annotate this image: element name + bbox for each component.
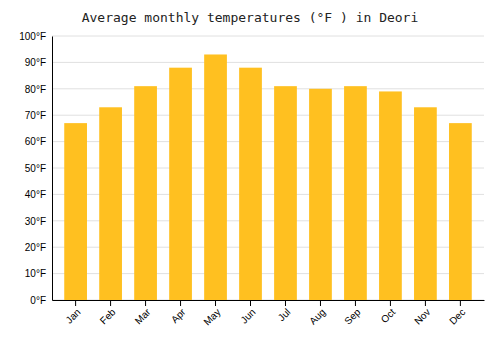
y-tick: 60°F: [25, 136, 52, 147]
plot: 0°F 10°F 20°F 30°F 40°F 50°F 60°F 70°F 80°F 90°F 1…: [19, 31, 484, 328]
y-tick: 0°F: [30, 295, 52, 306]
y-tick-label: 100°F: [19, 31, 46, 42]
bars: [64, 54, 472, 300]
bar: [449, 123, 472, 300]
y-tick: 10°F: [25, 268, 52, 279]
y-tick-label: 70°F: [25, 110, 46, 121]
y-tick: 80°F: [25, 84, 52, 95]
x-tick-mark: [215, 300, 216, 306]
x-tick: Sep: [342, 300, 363, 327]
x-tick-label: Apr: [169, 306, 188, 325]
x-tick-label: Jun: [238, 306, 257, 325]
x-tick: Jan: [64, 300, 83, 326]
title: Average monthly temperatures (°F ) in De…: [82, 10, 419, 25]
bar: [64, 123, 87, 300]
bar: [134, 86, 157, 300]
y-tick-label: 10°F: [25, 268, 46, 279]
x-tick-label: May: [201, 306, 222, 327]
bar: [414, 107, 437, 300]
x-tick-label: Oct: [379, 306, 398, 325]
y-tick-label: 90°F: [25, 57, 46, 68]
x-tick-mark: [250, 300, 251, 306]
grid: [52, 36, 484, 300]
y-tick: 30°F: [25, 216, 52, 227]
y-axis: 0°F 10°F 20°F 30°F 40°F 50°F 60°F 70°F 80°F 90°F 1…: [19, 31, 52, 306]
x-tick: Oct: [379, 300, 398, 325]
x-tick-label: Mar: [133, 306, 153, 326]
bar: [239, 68, 262, 300]
x-tick: Mar: [133, 300, 153, 326]
x-tick: Dec: [447, 300, 467, 327]
y-tick: 20°F: [25, 242, 52, 253]
y-tick: 40°F: [25, 189, 52, 200]
bar: [204, 54, 227, 300]
bar: [99, 107, 122, 300]
x-tick-mark: [390, 300, 391, 306]
bar: [309, 89, 332, 300]
x-tick: Apr: [169, 300, 188, 325]
x-tick: May: [201, 300, 222, 328]
y-tick-label: 30°F: [25, 216, 46, 227]
bar: [274, 86, 297, 300]
x-tick-label: Dec: [447, 306, 467, 326]
chart-svg: 0°F 10°F 20°F 30°F 40°F 50°F 60°F 70°F 80°F 90°F 1…: [0, 0, 500, 350]
x-tick-mark: [180, 300, 181, 306]
x-axis: Jan Feb Mar Apr May Jun Jul Aug Sep Oct Nov Dec: [53, 300, 485, 328]
y-tick-label: 40°F: [25, 189, 46, 200]
y-tick: 90°F: [25, 57, 52, 68]
x-tick-mark: [110, 300, 111, 306]
y-tick-label: 0°F: [30, 295, 46, 306]
x-tick-label: Sep: [342, 306, 363, 327]
x-tick-mark: [75, 300, 76, 306]
y-tick-label: 80°F: [25, 84, 46, 95]
x-tick: Aug: [307, 300, 327, 327]
x-tick-label: Aug: [307, 306, 327, 326]
x-tick-mark: [355, 300, 356, 306]
x-tick-mark: [460, 300, 461, 306]
y-axis-line: [52, 37, 53, 301]
y-tick-label: 20°F: [25, 242, 46, 253]
x-tick-label: Jul: [276, 306, 293, 323]
y-tick: 100°F: [19, 31, 52, 42]
bar: [169, 68, 192, 300]
x-tick-mark: [285, 300, 286, 306]
x-tick: Nov: [412, 300, 432, 327]
y-tick: 50°F: [25, 163, 52, 174]
bar: [379, 91, 402, 300]
x-tick: Feb: [98, 300, 118, 326]
x-tick-label: Feb: [98, 306, 118, 326]
x-tick-mark: [320, 300, 321, 306]
chart-container: 0°F 10°F 20°F 30°F 40°F 50°F 60°F 70°F 80°F 90°F 1…: [0, 0, 500, 350]
grid-line: [52, 62, 484, 63]
y-tick-label: 60°F: [25, 136, 46, 147]
x-tick-label: Nov: [412, 306, 432, 326]
grid-line: [52, 88, 484, 89]
bar: [344, 86, 367, 300]
y-tick: 70°F: [25, 110, 52, 121]
x-tick: Jun: [238, 300, 257, 326]
x-tick-mark: [425, 300, 426, 306]
y-tick-label: 50°F: [25, 163, 46, 174]
x-axis-line: [53, 300, 485, 301]
x-tick-label: Jan: [64, 306, 83, 325]
x-tick-mark: [145, 300, 146, 306]
grid-line: [52, 36, 484, 37]
x-tick: Jul: [276, 300, 293, 323]
